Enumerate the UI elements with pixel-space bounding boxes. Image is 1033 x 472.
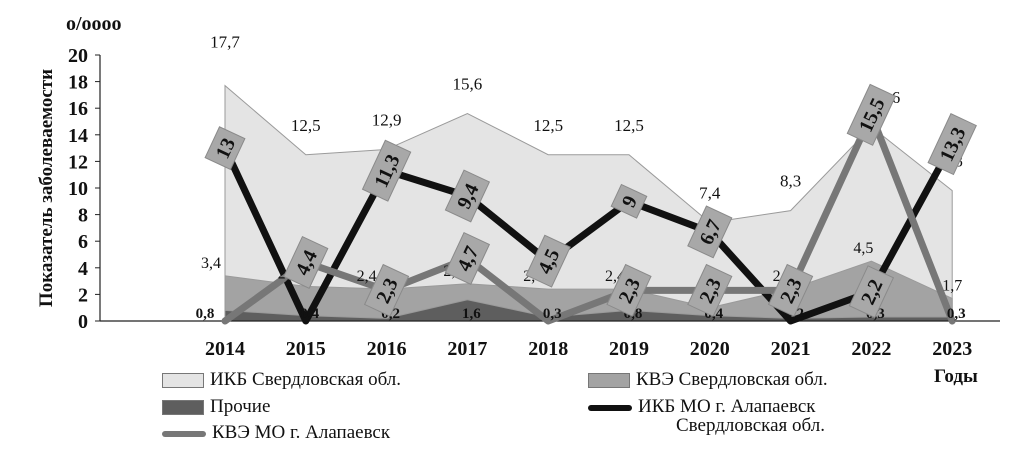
y-tick-label: 12 — [68, 151, 88, 173]
data-label-ikb-sverdlovsk: 12,5 — [291, 116, 321, 135]
data-label-box — [361, 139, 412, 202]
legend-swatch — [588, 373, 630, 389]
data-label-other: 0,8 — [196, 306, 215, 322]
line-series-икб-мо-г-алапаевск — [221, 140, 956, 325]
y-tick-label: 20 — [68, 45, 88, 67]
y-tick-label: 0 — [78, 311, 88, 333]
x-tick-label: 2020 — [690, 338, 730, 360]
legend-swatch — [588, 404, 632, 411]
data-label-other: 0,4 — [300, 306, 319, 322]
legend-label: Прочие — [210, 396, 271, 417]
x-tick-label: 2016 — [367, 338, 407, 360]
data-label-box — [204, 126, 246, 171]
legend-label: ИКБ МО г. Алапаевск — [638, 396, 816, 417]
x-tick-label: 2015 — [286, 338, 326, 360]
data-label-квэ-мо-г-алапаевск: 15,5 — [846, 83, 897, 146]
data-label-box — [846, 83, 897, 146]
x-tick-label: 2023 — [932, 338, 972, 360]
x-tick-label: 2019 — [609, 338, 649, 360]
data-label-other: 1,6 — [462, 306, 481, 322]
data-label-ikb-sverdlovsk: 15,6 — [453, 75, 483, 94]
data-label-квэ-мо-г-алапаевск: 2,3 — [767, 263, 814, 317]
y-tick-label: 4 — [78, 258, 88, 280]
legend-extra-text: Свердловская обл. — [676, 415, 825, 436]
line-series-group — [221, 111, 956, 325]
line-series-квэ-мо-г-алапаевск — [221, 111, 956, 325]
data-label-квэ-мо-г-алапаевск: 4,7 — [444, 231, 491, 286]
data-label-икб-мо-г-алапаевск: 9,4 — [444, 169, 491, 223]
data-label-kve-sverdlovsk: 4,5 — [853, 240, 873, 257]
data-label-kve-sverdlovsk: 2,4 — [357, 268, 377, 285]
x-tick-label: 2021 — [771, 338, 811, 360]
legend-item-kve-alapaevsk: КВЭ МО г. Алапаевск — [162, 422, 390, 444]
area-series-1 — [224, 84, 953, 322]
y-tick-label: 18 — [68, 72, 88, 94]
data-label-box — [610, 183, 648, 219]
area-series-group — [224, 84, 953, 322]
data-label-ikb-sverdlovsk: 17,7 — [210, 33, 240, 52]
data-label-other: 0,3 — [543, 306, 562, 322]
data-label-box — [525, 234, 571, 288]
data-label-box — [687, 263, 733, 317]
y-unit-label: o/oooo — [66, 13, 122, 35]
legend-label: ИКБ Свердловская обл. — [210, 369, 402, 390]
legend-label: КВЭ МО г. Алапаевск — [212, 422, 391, 443]
data-label-ikb-sverdlovsk: 12,5 — [614, 116, 644, 135]
legend-item-other: Прочие — [162, 396, 270, 418]
data-label-ikb-sverdlovsk: 12,5 — [533, 116, 563, 135]
x-tick-label: 2022 — [851, 338, 891, 360]
axes-group: 0 2 4 6 8 10 12 14 16 18 20 2014 2015 2016 2017 2018 201… — [68, 45, 1000, 360]
x-axis-title: Годы — [934, 366, 978, 387]
data-label-ikb-sverdlovsk: 7,4 — [699, 184, 721, 203]
legend-item-ikb-sverdlovsk: ИКБ Свердловская обл. — [162, 369, 401, 391]
data-label-box — [283, 235, 329, 289]
legend-swatch — [162, 400, 204, 416]
data-label-kve-sverdlovsk: 1,7 — [942, 277, 962, 294]
y-tick-label: 2 — [78, 284, 88, 306]
data-label-box — [767, 263, 814, 317]
data-label-box — [444, 169, 491, 223]
y-tick-label: 8 — [78, 205, 88, 227]
y-axis-title: Показатель заболеваемости — [36, 69, 57, 307]
data-label-box — [848, 265, 895, 319]
data-label-икб-мо-г-алапаевск: 13 — [204, 126, 246, 171]
y-tick-label: 10 — [68, 178, 88, 200]
data-label-ikb-sverdlovsk: 8,3 — [780, 172, 801, 191]
legend-label: КВЭ Свердловская обл. — [636, 369, 828, 390]
data-label-other: 0,3 — [947, 306, 966, 322]
legend-swatch — [162, 373, 204, 389]
legend-swatch — [162, 430, 206, 437]
data-label-box — [363, 263, 410, 317]
y-tick-label: 14 — [68, 125, 88, 147]
legend-item-kve-sverdlovsk: КВЭ Свердловская обл. — [588, 369, 828, 391]
legend-item-ikb-alapaevsk: ИКБ МО г. Алапаевск — [588, 396, 816, 418]
y-tick-label: 6 — [78, 231, 88, 253]
data-label-box — [687, 205, 733, 259]
data-label-box — [606, 263, 652, 317]
data-label-ikb-sverdlovsk: 12,9 — [372, 110, 402, 129]
data-label-box — [444, 231, 491, 286]
data-label-kve-sverdlovsk: 3,4 — [201, 255, 221, 272]
data-label-икб-мо-г-алапаевск: 9 — [610, 183, 648, 219]
x-tick-label: 2014 — [205, 338, 245, 360]
x-tick-label: 2017 — [447, 338, 487, 360]
data-label-box — [927, 113, 977, 176]
data-label-икб-мо-г-алапаевск: 13,3 — [927, 113, 977, 176]
x-tick-label: 2018 — [528, 338, 568, 360]
data-label-квэ-мо-г-алапаевск: 4,4 — [283, 235, 329, 289]
y-tick-label: 16 — [68, 98, 88, 120]
